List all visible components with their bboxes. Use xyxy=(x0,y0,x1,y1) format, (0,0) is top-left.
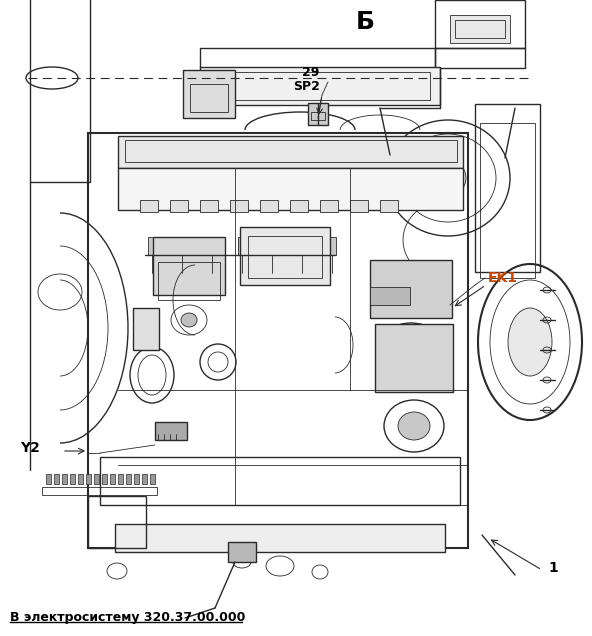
Bar xyxy=(380,200,398,212)
Bar xyxy=(238,237,246,255)
Bar xyxy=(158,262,220,300)
Bar xyxy=(308,103,328,125)
Bar xyxy=(450,15,510,43)
Text: В электросистему 320.37.00.000: В электросистему 320.37.00.000 xyxy=(10,611,245,625)
Bar xyxy=(78,474,83,484)
Text: Б: Б xyxy=(356,10,375,34)
Bar xyxy=(86,474,91,484)
Bar xyxy=(328,237,336,255)
Bar xyxy=(155,422,187,440)
Ellipse shape xyxy=(508,308,552,376)
Bar xyxy=(178,237,186,255)
Bar xyxy=(126,474,131,484)
Bar xyxy=(62,474,67,484)
Ellipse shape xyxy=(181,313,197,327)
Bar xyxy=(183,70,235,118)
Bar xyxy=(435,48,525,68)
Bar xyxy=(115,524,445,552)
Text: 29: 29 xyxy=(302,66,319,78)
Bar xyxy=(118,136,463,168)
Bar xyxy=(140,200,158,212)
Bar xyxy=(170,200,188,212)
Bar xyxy=(94,474,99,484)
Bar xyxy=(375,324,453,392)
Bar xyxy=(102,474,107,484)
Bar xyxy=(370,287,410,305)
Bar xyxy=(125,140,457,162)
Bar xyxy=(133,308,159,350)
Bar xyxy=(54,474,59,484)
Bar xyxy=(228,542,256,562)
Bar xyxy=(240,227,330,285)
Bar xyxy=(148,237,156,255)
Bar xyxy=(46,474,51,484)
Bar xyxy=(190,84,228,112)
Bar xyxy=(118,474,123,484)
Bar xyxy=(370,260,452,318)
Bar xyxy=(110,474,115,484)
Ellipse shape xyxy=(393,333,429,361)
Bar xyxy=(268,237,276,255)
Bar xyxy=(435,0,525,48)
Bar xyxy=(200,200,218,212)
Bar xyxy=(88,133,468,548)
Bar xyxy=(200,67,440,105)
Ellipse shape xyxy=(430,160,466,196)
Bar xyxy=(142,474,147,484)
Text: Y2: Y2 xyxy=(20,441,40,455)
Text: EK1: EK1 xyxy=(488,271,518,285)
Bar xyxy=(475,104,540,272)
Bar xyxy=(260,200,278,212)
Bar xyxy=(248,236,322,278)
Bar xyxy=(200,48,435,68)
Bar xyxy=(210,72,430,100)
Bar xyxy=(350,200,368,212)
Bar xyxy=(118,168,463,210)
Text: SP2: SP2 xyxy=(293,81,320,93)
Bar xyxy=(208,237,216,255)
Bar xyxy=(42,487,157,495)
Bar xyxy=(320,200,338,212)
Text: 1: 1 xyxy=(548,561,558,575)
Bar xyxy=(134,474,139,484)
Bar xyxy=(230,200,248,212)
Bar xyxy=(455,20,505,38)
Bar xyxy=(70,474,75,484)
Ellipse shape xyxy=(398,412,430,440)
Bar xyxy=(290,200,308,212)
Bar xyxy=(88,496,146,548)
Bar xyxy=(150,474,155,484)
Bar xyxy=(480,123,535,278)
Bar xyxy=(100,457,460,505)
Bar xyxy=(153,237,225,295)
Bar xyxy=(30,0,90,182)
Bar xyxy=(298,237,306,255)
Bar xyxy=(311,112,325,120)
